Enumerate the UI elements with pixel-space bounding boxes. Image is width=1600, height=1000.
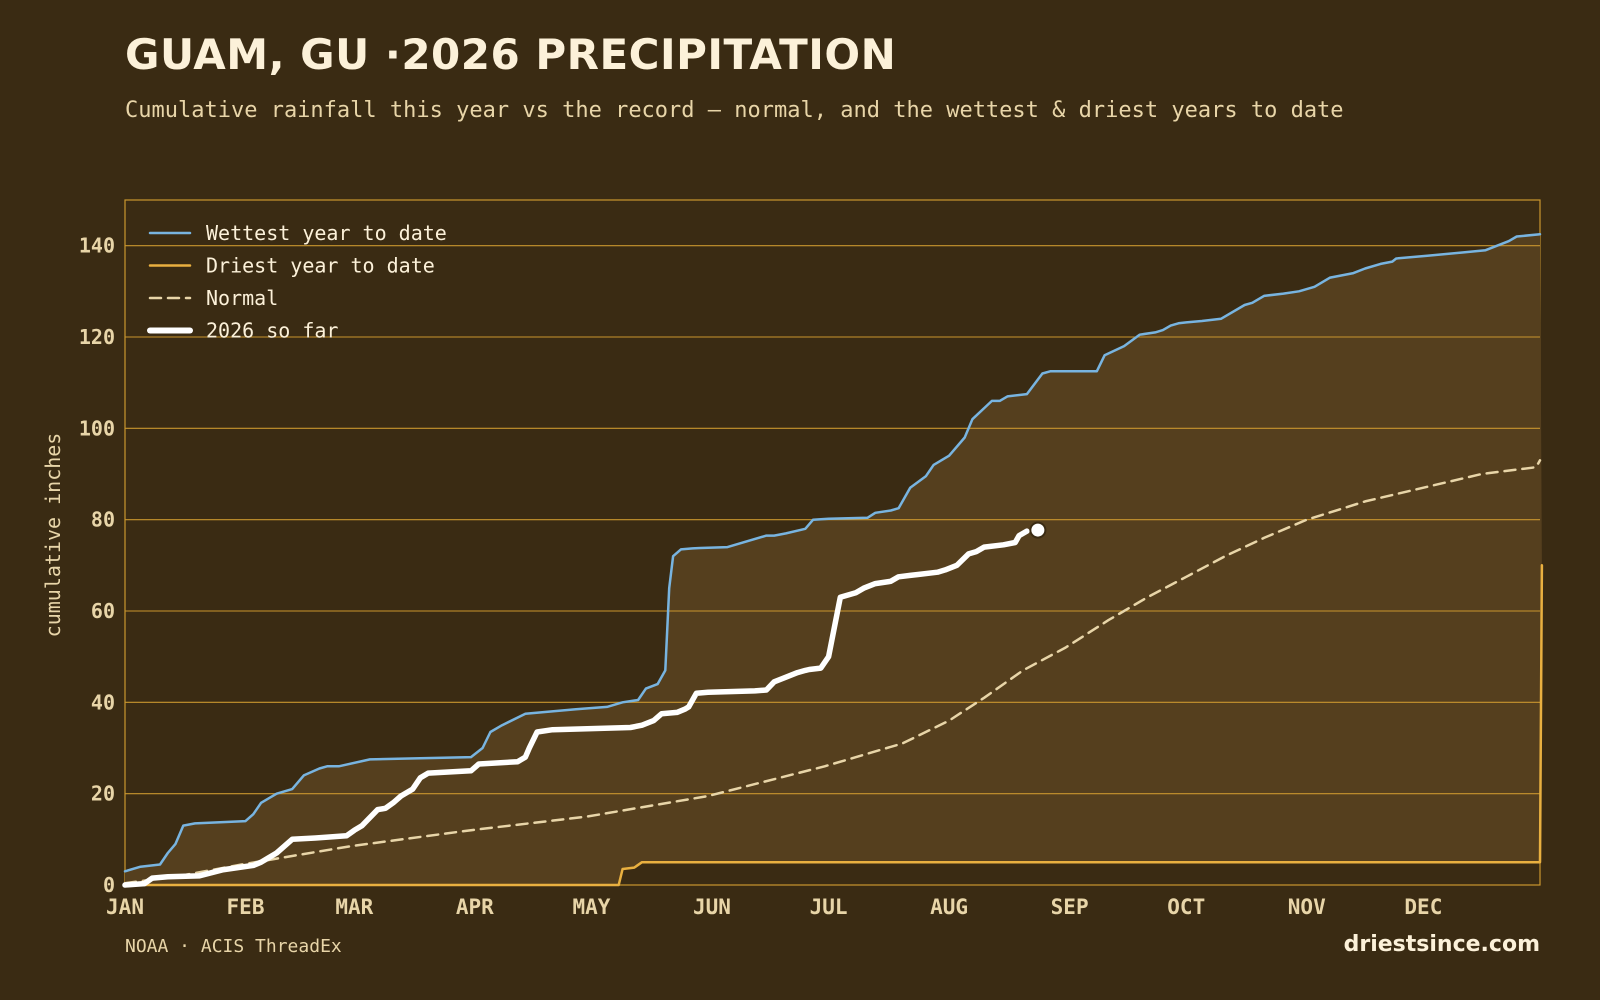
x-tick-label: JAN (106, 895, 144, 919)
legend-label-driest: Driest year to date (206, 254, 435, 278)
y-tick-label: 0 (103, 873, 115, 897)
data-source: NOAA · ACIS ThreadEx (125, 936, 342, 957)
wettest-series-line (123, 233, 1542, 873)
x-tick-label: MAR (335, 895, 373, 919)
y-gridlines (125, 245, 1540, 795)
legend-label-wettest: Wettest year to date (206, 221, 447, 245)
x-tick-label: NOV (1288, 895, 1326, 919)
y-tick-label: 120 (79, 325, 115, 349)
current-series-line (122, 528, 1030, 888)
series-lines (122, 233, 1544, 888)
chart-legend: Wettest year to date Driest year to date N… (147, 221, 447, 343)
normal-series-line (123, 459, 1542, 885)
driest-series-line (123, 564, 1544, 887)
wettest-driest-band (125, 234, 1542, 886)
x-tick-label: OCT (1167, 895, 1205, 919)
x-tick-label: JUN (693, 895, 731, 919)
x-tick-label: APR (456, 895, 494, 919)
x-tick-label: MAY (573, 895, 611, 919)
x-tick-label: FEB (227, 895, 265, 919)
x-tick-label: SEP (1051, 895, 1089, 919)
legend-label-normal: Normal (206, 286, 278, 310)
x-axis-ticks: JAN FEB MAR APR MAY JUN JUL AUG SEP OCT NOV DEC (106, 895, 1442, 919)
y-tick-label: 20 (91, 782, 115, 806)
x-tick-label: DEC (1404, 895, 1442, 919)
x-tick-label: JUL (810, 895, 848, 919)
y-tick-label: 40 (91, 690, 115, 714)
page-subtitle: Cumulative rainfall this year vs the rec… (125, 98, 1344, 123)
y-tick-label: 140 (79, 234, 115, 258)
y-tick-label: 60 (91, 599, 115, 623)
legend-label-current: 2026 so far (206, 319, 338, 343)
y-tick-label: 100 (79, 416, 115, 440)
y-tick-label: 80 (91, 508, 115, 532)
y-axis-label: cumulative inches (41, 433, 65, 638)
x-tick-label: AUG (930, 895, 968, 919)
current-day-marker (1029, 521, 1047, 539)
page-title: GUAM, GU ·2026 PRECIPITATION (125, 30, 897, 79)
y-axis-ticks: 0 20 40 60 80 100 120 140 (79, 234, 115, 897)
site-brand[interactable]: driestsince.com (1343, 932, 1540, 957)
